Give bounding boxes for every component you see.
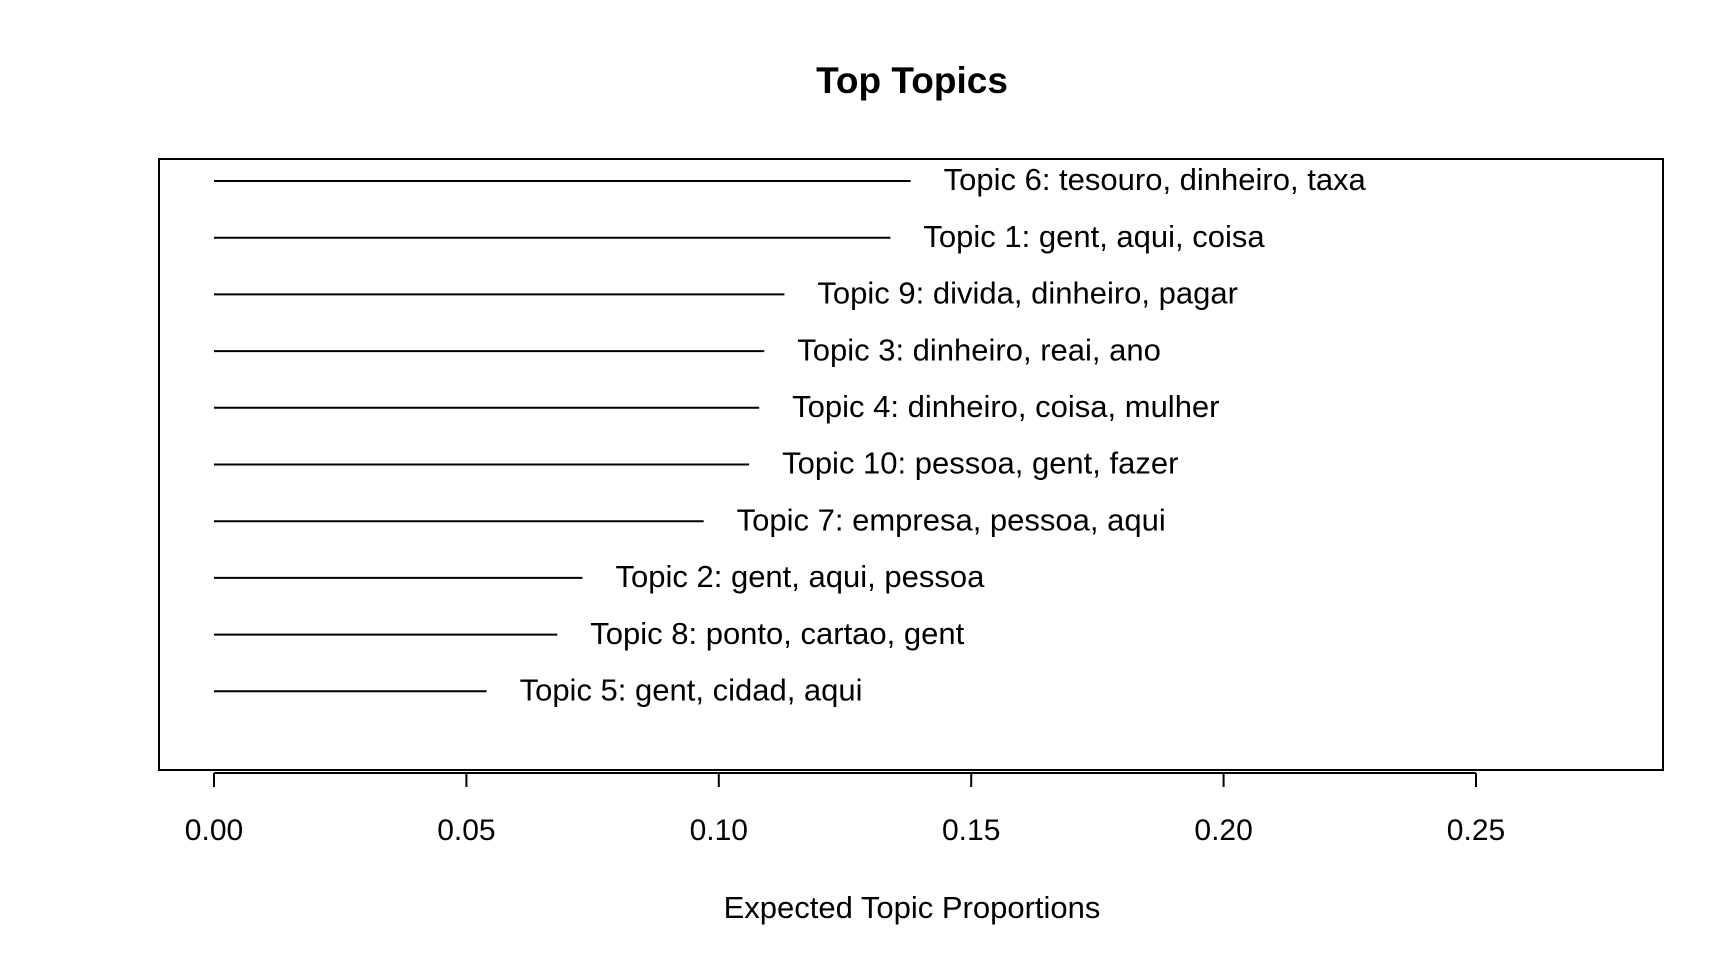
bar-label: Topic 6: tesouro, dinheiro, taxa [944,162,1367,197]
x-axis-ticks: 0.00 0.05 0.10 0.15 0.20 0.25 [185,773,1505,847]
bar-label: Topic 1: gent, aqui, coisa [923,219,1265,254]
bar-label: Topic 3: dinheiro, reai, ano [797,332,1161,367]
x-tick-label: 0.25 [1447,814,1505,847]
bar-label: Topic 9: divida, dinheiro, pagar [817,276,1237,311]
x-tick-label: 0.00 [185,814,243,847]
bar-label: Topic 7: empresa, pessoa, aqui [737,502,1166,537]
x-tick-label: 0.10 [690,814,748,847]
x-axis-label: Expected Topic Proportions [724,890,1101,925]
bar-label: Topic 10: pessoa, gent, fazer [782,446,1178,481]
bar-label: Topic 2: gent, aqui, pessoa [616,559,986,594]
plot-frame [158,158,1664,771]
x-tick-label: 0.20 [1194,814,1252,847]
x-tick-label: 0.05 [437,814,495,847]
chart-title: Top Topics [816,60,1008,101]
bars-group: Topic 6: tesouro, dinheiro, taxa Topic 1:… [214,162,1367,707]
bar-label: Topic 8: ponto, cartao, gent [590,616,964,651]
bar-label: Topic 4: dinheiro, coisa, mulher [792,389,1219,424]
x-tick-label: 0.15 [942,814,1000,847]
bar-label: Topic 5: gent, cidad, aqui [520,672,863,707]
